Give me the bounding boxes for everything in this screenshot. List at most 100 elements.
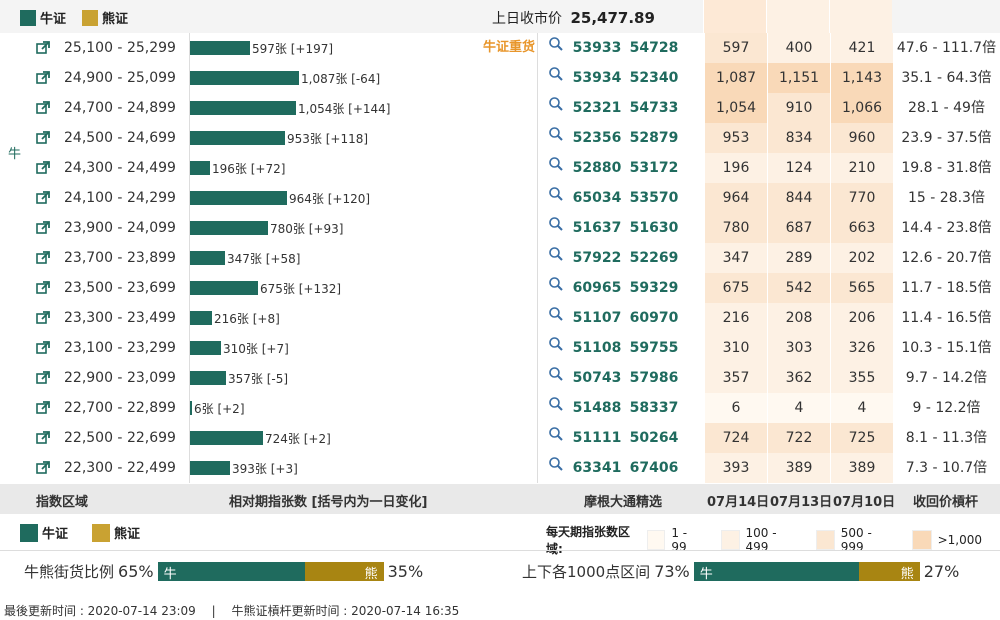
search-icon[interactable] xyxy=(548,126,564,142)
external-link-icon[interactable] xyxy=(36,161,50,175)
search-icon[interactable] xyxy=(548,426,564,442)
col-contracts: 相对期指张数 [括号内为一日变化] xyxy=(229,495,428,510)
bar-cell: 196张 [+72] xyxy=(189,153,538,183)
warrant-code-2[interactable]: 57986 xyxy=(629,370,679,386)
warrant-code-1[interactable]: 65034 xyxy=(572,190,622,206)
search-icon[interactable] xyxy=(548,306,564,322)
search-icon[interactable] xyxy=(548,186,564,202)
contract-bar xyxy=(190,251,225,265)
date1-value: 724 xyxy=(704,423,767,453)
warrant-code-2[interactable]: 60970 xyxy=(629,310,679,326)
external-link-icon[interactable] xyxy=(36,281,50,295)
date1-value: 357 xyxy=(704,363,767,393)
index-range: 22,900 - 23,099 xyxy=(64,370,176,386)
external-link-icon[interactable] xyxy=(36,401,50,415)
ratio-left-bear-bar: 熊 xyxy=(304,562,384,582)
bar-cell: 724张 [+2] xyxy=(189,423,538,453)
table-row: 22,300 - 22,499 393张 [+3] 63341 67406 39… xyxy=(0,453,1000,483)
table-row: 23,700 - 23,899 347张 [+58] 57922 52269 3… xyxy=(0,243,1000,273)
warrant-code-1[interactable]: 53933 xyxy=(572,40,622,56)
external-link-icon[interactable] xyxy=(36,71,50,85)
column-separator xyxy=(537,243,538,273)
warrant-code-2[interactable]: 53570 xyxy=(629,190,679,206)
warrant-code-2[interactable]: 50264 xyxy=(629,430,679,446)
search-icon[interactable] xyxy=(548,216,564,232)
contract-bar xyxy=(190,161,210,175)
index-range: 23,900 - 24,099 xyxy=(64,220,176,236)
header-cell xyxy=(703,0,766,33)
warrant-code-2[interactable]: 51630 xyxy=(629,220,679,236)
warrant-code-1[interactable]: 52321 xyxy=(572,100,622,116)
column-separator xyxy=(537,153,538,183)
warrant-code-2[interactable]: 59329 xyxy=(629,280,679,296)
ratio-left-bear-pct: 35% xyxy=(387,562,424,581)
date3-value: 663 xyxy=(830,213,893,243)
warrant-code-1[interactable]: 57922 xyxy=(572,250,622,266)
warrant-code-2[interactable]: 58337 xyxy=(629,400,679,416)
external-link-icon[interactable] xyxy=(36,251,50,265)
date1-value: 6 xyxy=(704,393,767,423)
external-link-icon[interactable] xyxy=(36,101,50,115)
warrant-code-1[interactable]: 53934 xyxy=(572,70,622,86)
date2-value: 722 xyxy=(767,423,830,453)
column-separator xyxy=(537,333,538,363)
warrant-code-2[interactable]: 53172 xyxy=(629,160,679,176)
external-link-icon[interactable] xyxy=(36,311,50,325)
search-icon[interactable] xyxy=(548,396,564,412)
range-legend-item: 100 - 499 xyxy=(721,526,798,554)
external-link-icon[interactable] xyxy=(36,461,50,475)
warrant-code-1[interactable]: 63341 xyxy=(572,460,622,476)
search-icon[interactable] xyxy=(548,66,564,82)
warrant-code-2[interactable]: 54733 xyxy=(629,100,679,116)
search-icon[interactable] xyxy=(548,96,564,112)
bar-cell: 347张 [+58] xyxy=(189,243,538,273)
search-icon[interactable] xyxy=(548,276,564,292)
warrant-code-1[interactable]: 51107 xyxy=(572,310,622,326)
warrant-code-1[interactable]: 51108 xyxy=(572,340,622,356)
contract-bar-label: 724张 [+2] xyxy=(265,432,331,446)
bottom-legend: 牛证 熊证 xyxy=(20,523,140,542)
leverage-range: 11.7 - 18.5倍 xyxy=(901,280,992,296)
external-link-icon[interactable] xyxy=(36,341,50,355)
bar-cell: 780张 [+93] xyxy=(189,213,538,243)
rows-container: 25,100 - 25,299 597张 [+197] 53933 54728 … xyxy=(0,33,1000,483)
search-icon[interactable] xyxy=(548,366,564,382)
warrant-code-1[interactable]: 51488 xyxy=(572,400,622,416)
warrant-code-1[interactable]: 60965 xyxy=(572,280,622,296)
external-link-icon[interactable] xyxy=(36,431,50,445)
column-separator xyxy=(537,423,538,453)
external-link-icon[interactable] xyxy=(36,191,50,205)
ratio-left: 牛熊街货比例 65% 牛 熊 35% xyxy=(24,561,427,582)
contract-bar xyxy=(190,371,226,385)
warrant-code-2[interactable]: 52340 xyxy=(629,70,679,86)
ratio-left-bar: 牛 熊 xyxy=(157,562,384,582)
date2-value: 910 xyxy=(767,93,830,123)
warrant-code-1[interactable]: 50743 xyxy=(572,370,622,386)
legend-bull-label: 牛证 xyxy=(40,12,67,27)
warrant-code-2[interactable]: 67406 xyxy=(629,460,679,476)
warrant-code-1[interactable]: 52880 xyxy=(572,160,622,176)
warrant-code-2[interactable]: 54728 xyxy=(629,40,679,56)
leverage-range: 10.3 - 15.1倍 xyxy=(901,340,992,356)
warrant-code-1[interactable]: 52356 xyxy=(572,130,622,146)
external-link-icon[interactable] xyxy=(36,131,50,145)
search-icon[interactable] xyxy=(548,246,564,262)
update-time-footnote: 最後更新时间 : 2020-07-14 23:09 | 牛熊证槓杆更新时间 : … xyxy=(4,604,460,618)
external-link-icon[interactable] xyxy=(36,371,50,385)
search-icon[interactable] xyxy=(548,336,564,352)
warrant-code-1[interactable]: 51111 xyxy=(572,430,622,446)
warrant-code-2[interactable]: 52269 xyxy=(629,250,679,266)
contract-bar xyxy=(190,341,221,355)
warrant-code-1[interactable]: 51637 xyxy=(572,220,622,236)
date3-value: 326 xyxy=(830,333,893,363)
search-icon[interactable] xyxy=(548,156,564,172)
external-link-icon[interactable] xyxy=(36,221,50,235)
search-icon[interactable] xyxy=(548,36,564,52)
table-row: 23,900 - 24,099 780张 [+93] 51637 51630 7… xyxy=(0,213,1000,243)
search-icon[interactable] xyxy=(548,456,564,472)
warrant-code-2[interactable]: 52879 xyxy=(629,130,679,146)
warrant-code-2[interactable]: 59755 xyxy=(629,340,679,356)
external-link-icon[interactable] xyxy=(36,41,50,55)
date3-value: 4 xyxy=(830,393,893,423)
date3-value: 202 xyxy=(830,243,893,273)
